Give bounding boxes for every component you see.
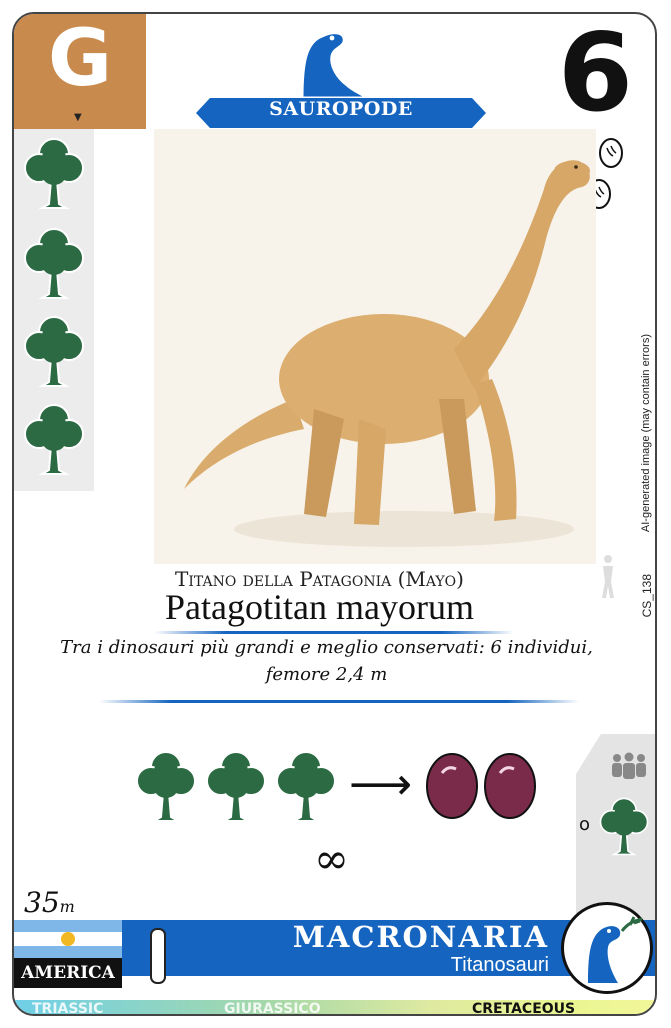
family-name: MACRONARIA [292,920,549,954]
arrow-right-icon: ⟶ [349,759,413,810]
common-name: Titano della Patagonia (Mayo) [175,567,464,591]
ai-disclaimer: AI-generated image (may contain errors) [640,334,652,533]
clade-banner-label: SAUROPODE [269,98,413,120]
subfamily-name: Titanosauri [450,954,549,976]
period-timeline [14,1000,655,1014]
scientific-name: Patagotitan mayorum [165,587,474,627]
continent-label: AMERICA [14,958,122,988]
card-code: CS_138 [640,574,654,618]
period-jurassic: GIURASSICO [224,1001,321,1016]
sauropod-head-icon [588,916,643,983]
tree-icon [22,136,86,210]
clade-banner [196,98,486,128]
divider [154,631,514,634]
tree-icon [204,749,268,823]
stat-number: 6 [557,12,633,136]
dinosaur-card: G ▼ SAUROPODE 6 [12,12,657,1016]
size-unit: m [59,897,75,916]
sauropod-class-icon [300,31,369,100]
human-scale-icon [602,555,614,598]
period-triassic: TRIASSIC [32,1001,104,1016]
tree-icon [22,402,86,476]
tree-icon [22,226,86,300]
tree-icon [22,314,86,388]
grade-caret-icon: ▼ [74,112,82,123]
infinity-symbol: ∞ [314,834,349,883]
size-value: 35 [24,886,60,919]
conversion-rule: ⟶ [134,749,554,829]
description: Tra i dinosauri più grandi e meglio cons… [60,637,593,685]
divider [99,700,579,703]
dinosaur-illustration [154,129,596,564]
tree-icon [134,749,198,823]
bone-icon [150,928,166,984]
argentina-flag-icon [14,920,122,976]
tree-icon [598,796,650,856]
size: 35m [24,886,75,919]
tree-icon [274,749,338,823]
grade-box [14,14,146,129]
grade-letter: G [47,14,113,104]
alt-rule-label: o [579,814,591,835]
period-cretaceous: CRETACEOUS [472,1001,576,1016]
clade-badge [561,902,653,994]
herd-icon [612,752,646,779]
egg-pair-icon [426,753,536,819]
